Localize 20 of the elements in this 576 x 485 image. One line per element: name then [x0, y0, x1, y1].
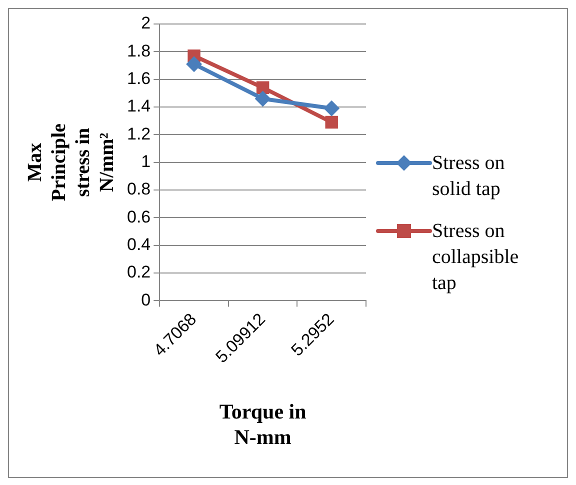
legend-label: Stress on solid tap: [432, 151, 506, 202]
x-axis-title: Torque in N-mm: [219, 400, 307, 449]
y-tick-label: 1.2: [126, 124, 151, 144]
legend-label: Stress on collapsible tap: [432, 219, 520, 296]
y-tick-label: 0: [141, 290, 151, 310]
point: [186, 56, 202, 72]
point: [325, 116, 338, 129]
y-tick-label: 1.6: [126, 69, 151, 88]
y-tick-label: 2: [141, 14, 151, 33]
y-tick-label: 0.4: [126, 235, 151, 254]
point: [254, 90, 271, 107]
y-tick-label: 0.6: [126, 207, 151, 226]
y-axis-title: Max Principle stress in N/mm²: [24, 123, 118, 202]
y-tick-label: 1.8: [126, 41, 151, 60]
point: [324, 100, 340, 116]
point: [256, 81, 270, 94]
y-tick-label: 1.4: [126, 96, 151, 116]
y-tick-label: 0.8: [126, 180, 151, 199]
y-tick-label: 1: [141, 152, 151, 172]
y-tick-label: 0.2: [126, 262, 151, 282]
